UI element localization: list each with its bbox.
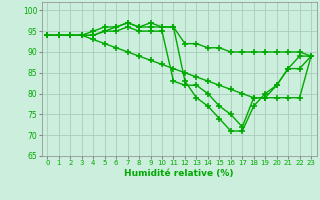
- X-axis label: Humidité relative (%): Humidité relative (%): [124, 169, 234, 178]
